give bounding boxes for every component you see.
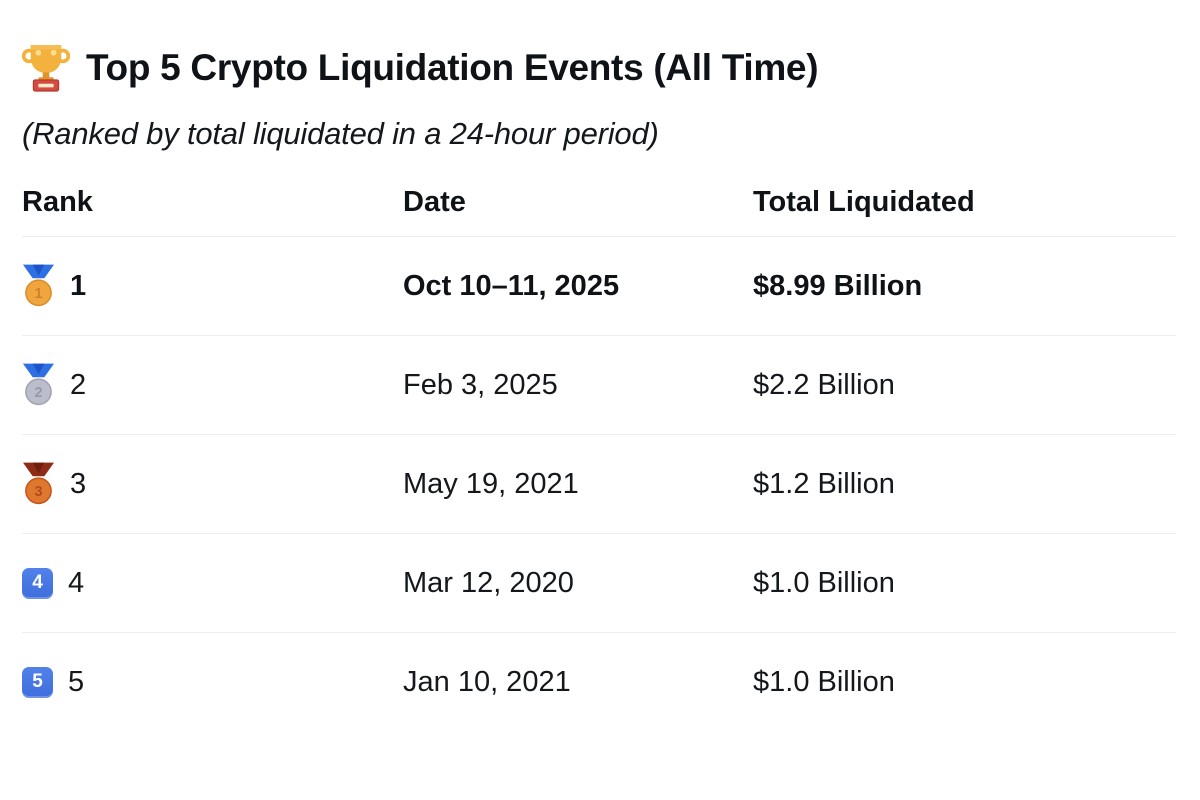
rank-cell: 2 2 (22, 363, 403, 407)
rank-cell: 5 5 (22, 666, 403, 699)
blue-number-badge: 5 (22, 666, 53, 698)
table-row: 1 1 Oct 10–11, 2025 $8.99 Billion (22, 237, 1176, 337)
trophy-icon (22, 42, 70, 94)
total-value: $2.2 Billion (753, 368, 895, 401)
rank-value: 1 (70, 269, 87, 302)
total-value: $1.0 Billion (753, 665, 895, 698)
column-header-date: Date (403, 186, 466, 219)
total-value: $1.2 Billion (753, 467, 895, 500)
table-row: 4 4 Mar 12, 2020 $1.0 Billion (22, 534, 1176, 634)
svg-text:1: 1 (34, 286, 42, 302)
column-header-rank: Rank (22, 186, 93, 219)
silver-medal-icon: 2 (22, 363, 55, 407)
svg-text:2: 2 (34, 385, 42, 401)
date-value: Jan 10, 2021 (403, 665, 571, 698)
date-value: May 19, 2021 (403, 467, 579, 500)
table-row: 5 5 Jan 10, 2021 $1.0 Billion (22, 633, 1176, 731)
gold-medal-icon: 1 (22, 264, 55, 308)
rank-value: 4 (68, 566, 85, 599)
bronze-medal-icon: 3 (22, 462, 55, 506)
table-row: 3 3 May 19, 2021 $1.2 Billion (22, 435, 1176, 535)
page-subtitle: (Ranked by total liquidated in a 24-hour… (22, 116, 659, 151)
rank-cell: 4 4 (22, 567, 403, 600)
liquidation-table: Rank Date Total Liquidated 1 1 Oct 10–11… (22, 186, 1176, 731)
table-row: 2 2 Feb 3, 2025 $2.2 Billion (22, 336, 1176, 436)
table-header-row: Rank Date Total Liquidated (22, 186, 1176, 238)
rank-value: 5 (68, 665, 85, 698)
blue-number-badge: 4 (22, 567, 53, 599)
svg-text:3: 3 (34, 484, 42, 500)
column-header-total: Total Liquidated (753, 186, 975, 219)
page-title-text: Top 5 Crypto Liquidation Events (All Tim… (86, 46, 819, 88)
rank-cell: 1 1 (22, 264, 403, 308)
rank-value: 3 (70, 467, 87, 500)
page-title: Top 5 Crypto Liquidation Events (All Tim… (22, 42, 1176, 94)
rank-value: 2 (70, 368, 87, 401)
total-value: $8.99 Billion (753, 269, 923, 302)
rank-cell: 3 3 (22, 462, 403, 506)
date-value: Oct 10–11, 2025 (403, 269, 620, 302)
total-value: $1.0 Billion (753, 566, 895, 599)
date-value: Feb 3, 2025 (403, 368, 558, 401)
date-value: Mar 12, 2020 (403, 566, 574, 599)
